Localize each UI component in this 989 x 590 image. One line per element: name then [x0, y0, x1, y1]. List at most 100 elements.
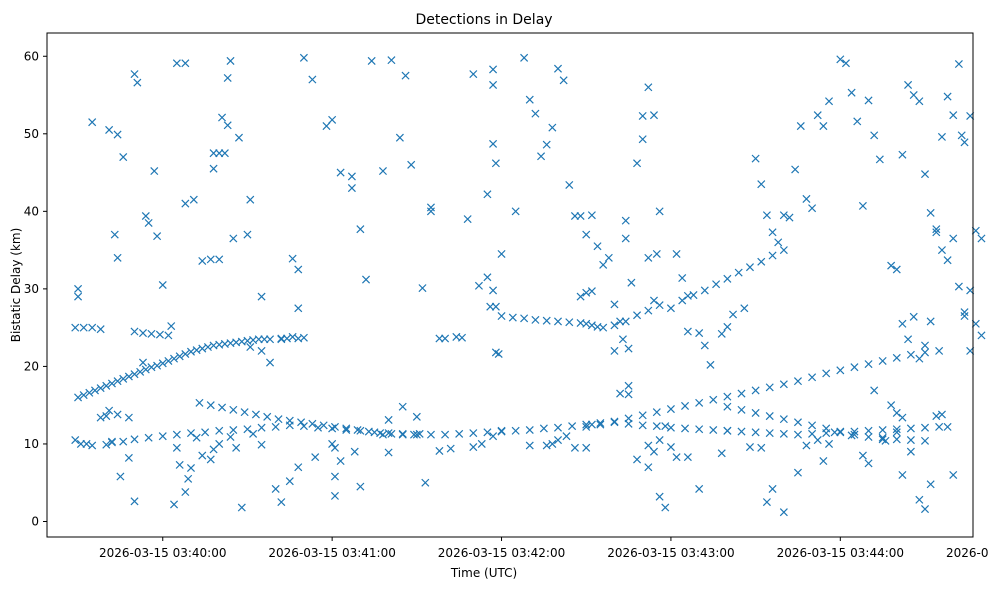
data-point	[542, 316, 551, 325]
data-point	[723, 274, 732, 283]
data-point	[285, 416, 294, 425]
data-point	[531, 109, 540, 118]
data-point	[525, 95, 534, 104]
data-point	[90, 386, 100, 395]
data-point	[751, 428, 760, 437]
data-point	[96, 384, 105, 393]
data-point	[350, 447, 359, 456]
data-point	[695, 398, 704, 407]
data-point	[954, 282, 963, 291]
data-point	[147, 329, 156, 338]
data-point	[353, 425, 362, 435]
data-point	[621, 216, 630, 225]
data-point	[113, 377, 122, 386]
data-point	[130, 70, 139, 79]
data-point	[652, 249, 661, 259]
data-point	[299, 333, 308, 342]
data-point	[847, 431, 856, 440]
y-tick-label: 40	[24, 204, 39, 218]
data-point	[223, 73, 232, 82]
data-point	[105, 125, 114, 134]
data-point	[740, 304, 749, 313]
data-point	[655, 207, 664, 216]
data-point	[226, 56, 235, 65]
data-point	[489, 65, 498, 74]
data-point	[576, 292, 585, 301]
data-point	[892, 428, 901, 437]
data-point	[920, 170, 930, 179]
data-point	[813, 436, 822, 445]
data-point	[88, 323, 97, 332]
data-point	[441, 334, 450, 343]
data-point	[469, 429, 478, 438]
data-point	[246, 343, 255, 352]
data-point	[700, 286, 709, 295]
data-point	[387, 429, 396, 438]
x-tick-label: 2026-03-15 03:45:00	[946, 546, 989, 560]
data-point	[858, 201, 867, 210]
data-point	[184, 474, 193, 483]
data-point	[587, 287, 596, 296]
data-point	[71, 323, 80, 332]
data-point	[483, 428, 492, 437]
data-point	[181, 349, 190, 359]
data-point	[559, 76, 568, 85]
data-point	[932, 228, 941, 237]
data-point	[915, 97, 924, 106]
data-point	[960, 308, 969, 317]
data-point	[793, 377, 802, 386]
data-point	[79, 391, 88, 400]
data-point	[220, 149, 229, 158]
data-point	[96, 325, 105, 334]
data-point	[116, 472, 125, 481]
data-point	[864, 426, 873, 435]
data-point	[850, 427, 859, 436]
data-point	[107, 438, 116, 447]
data-point	[768, 251, 777, 260]
data-point	[347, 184, 356, 193]
data-point	[294, 304, 303, 313]
data-point	[638, 111, 647, 120]
data-point	[144, 433, 153, 442]
data-point	[666, 443, 675, 452]
data-point	[553, 317, 563, 326]
data-point	[266, 358, 275, 367]
data-point	[723, 322, 732, 331]
data-point	[226, 432, 235, 441]
data-point	[802, 441, 811, 450]
data-point	[850, 430, 859, 439]
data-point	[240, 408, 249, 417]
data-point	[850, 363, 859, 372]
data-point	[593, 242, 602, 251]
data-point	[751, 154, 760, 163]
data-point	[356, 426, 365, 435]
data-point	[347, 172, 356, 181]
data-point	[892, 435, 901, 444]
data-point	[633, 159, 642, 168]
data-point	[330, 422, 339, 431]
data-point	[170, 500, 179, 509]
data-point	[215, 255, 224, 264]
data-point	[158, 280, 167, 290]
data-point	[537, 152, 546, 161]
data-point	[582, 230, 591, 239]
data-point	[426, 207, 435, 216]
data-point	[864, 96, 873, 105]
data-point	[79, 323, 88, 332]
data-point	[249, 429, 258, 438]
data-point	[141, 211, 150, 221]
data-point	[237, 503, 246, 512]
data-point	[356, 482, 365, 491]
data-point	[904, 80, 913, 89]
data-point	[474, 281, 483, 290]
data-point	[977, 331, 986, 340]
data-point	[926, 208, 935, 217]
x-tick-label: 2026-03-15 03:44:00	[777, 546, 904, 560]
data-point	[765, 383, 774, 392]
data-point	[294, 265, 303, 274]
data-point	[158, 359, 167, 368]
data-point	[378, 430, 387, 439]
data-point	[102, 440, 111, 449]
data-point	[288, 254, 297, 263]
data-point	[932, 225, 941, 234]
